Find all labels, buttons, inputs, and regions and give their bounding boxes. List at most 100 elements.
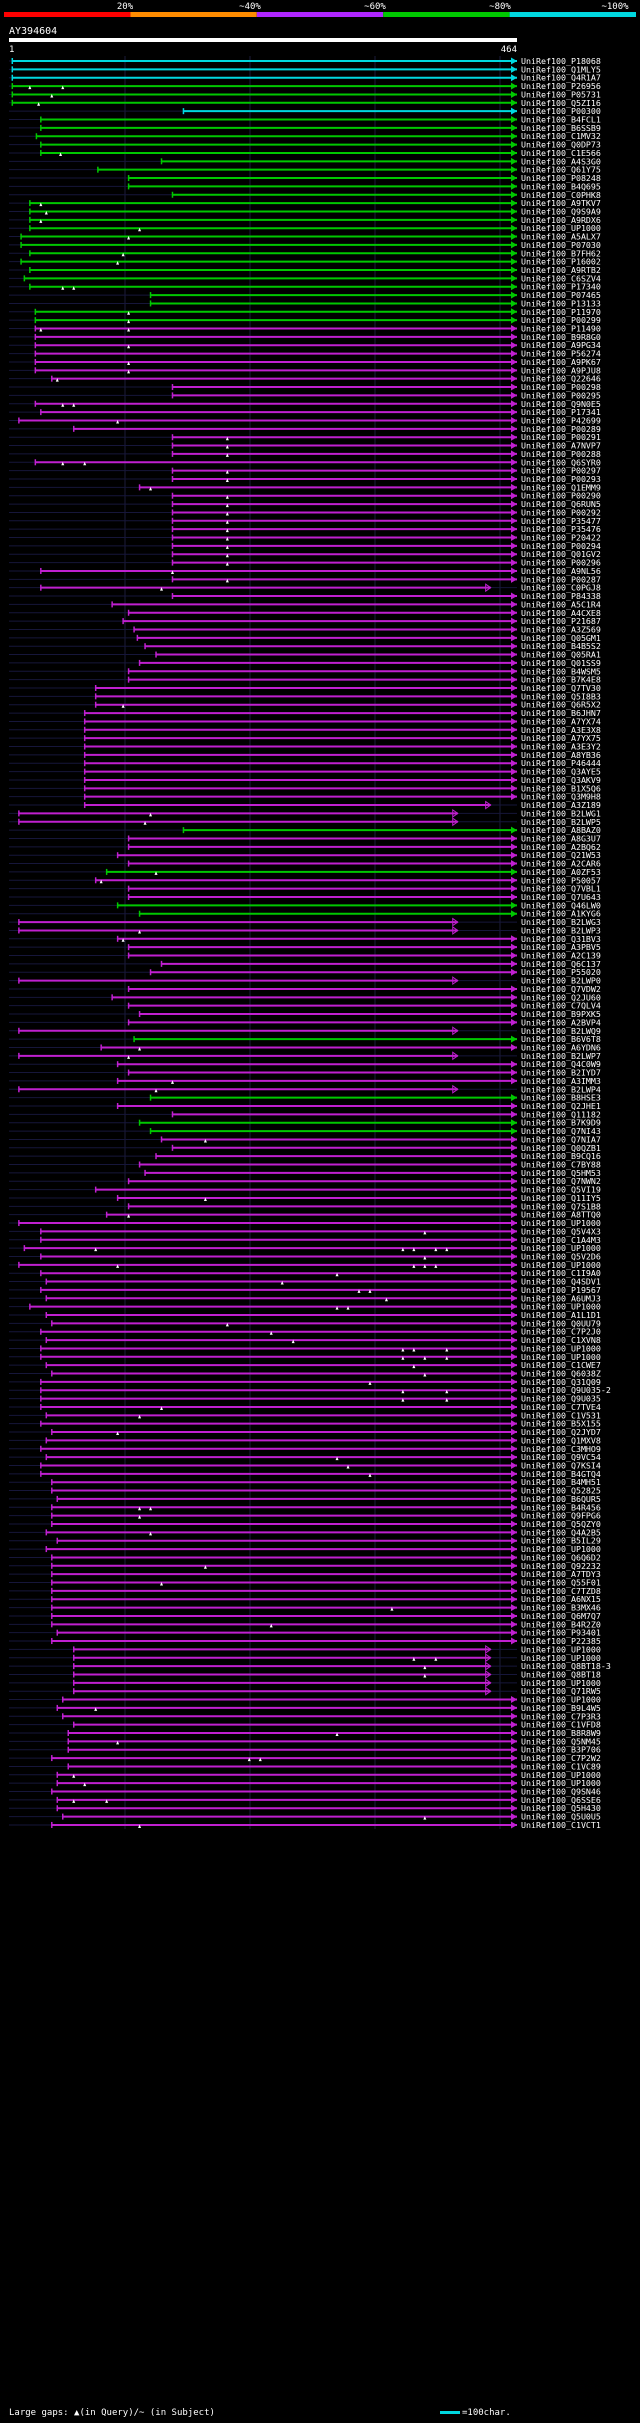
hit-row[interactable]: UniRef100_P08248 — [9, 173, 601, 183]
hit-label[interactable]: UniRef100_Q9N0E5 — [521, 399, 601, 409]
hit-row[interactable]: UniRef100_Q9VC54 — [9, 1452, 601, 1462]
hit-label[interactable]: UniRef100_C1CWE7 — [521, 1360, 601, 1370]
hit-row[interactable]: UniRef100_A5C1R4 — [9, 599, 601, 609]
hit-row[interactable]: UniRef100_Q5I8B3 — [9, 691, 601, 701]
hit-label[interactable]: UniRef100_Q52825 — [521, 1486, 601, 1496]
hit-row[interactable]: UniRef100_Q6M7Q7 — [9, 1611, 601, 1621]
hit-label[interactable]: UniRef100_P00290 — [521, 491, 601, 501]
hit-row[interactable]: UniRef100_A6NX15 — [9, 1594, 601, 1604]
hit-label[interactable]: UniRef100_B1X5Q6 — [521, 783, 601, 793]
hit-row[interactable]: UniRef100_UP1000 — [9, 223, 601, 233]
hit-label[interactable]: UniRef100_P56274 — [521, 349, 601, 359]
hit-label[interactable]: UniRef100_P00293 — [521, 474, 601, 484]
hit-label[interactable]: UniRef100_B4MH51 — [521, 1477, 601, 1487]
hit-row[interactable]: UniRef100_B7FH62 — [9, 248, 601, 258]
hit-row[interactable]: UniRef100_P17341 — [9, 407, 601, 417]
hit-label[interactable]: UniRef100_UP1000 — [521, 1544, 601, 1554]
hit-row[interactable]: UniRef100_Q7NI43 — [9, 1126, 601, 1136]
hit-label[interactable]: UniRef100_Q11IY5 — [521, 1193, 601, 1203]
hit-label[interactable]: UniRef100_C7BY88 — [521, 1160, 601, 1170]
hit-label[interactable]: UniRef100_A2BQ62 — [521, 842, 601, 852]
hit-row[interactable]: UniRef100_Q5QZY0 — [9, 1519, 601, 1529]
hit-row[interactable]: UniRef100_A0ZF53 — [9, 867, 601, 877]
hit-label[interactable]: UniRef100_UP1000 — [521, 1260, 601, 1270]
hit-label[interactable]: UniRef100_Q6Q6D2 — [521, 1552, 601, 1562]
hit-row[interactable]: UniRef100_P42699 — [9, 415, 601, 425]
hit-row[interactable]: UniRef100_Q6SSE6 — [9, 1795, 601, 1805]
hit-label[interactable]: UniRef100_UP1000 — [521, 223, 601, 233]
hit-label[interactable]: UniRef100_B8R8W9 — [521, 1728, 601, 1738]
hit-label[interactable]: UniRef100_Q6SSE6 — [521, 1795, 601, 1805]
hit-row[interactable]: UniRef100_Q5H430 — [9, 1803, 601, 1813]
hit-label[interactable]: UniRef100_P00296 — [521, 558, 601, 568]
hit-row[interactable]: UniRef100_B2LWP4 — [9, 1084, 601, 1094]
hit-row[interactable]: UniRef100_P46444 — [9, 758, 601, 768]
hit-row[interactable]: UniRef100_P35476 — [9, 524, 601, 534]
hit-row[interactable]: UniRef100_Q92232 — [9, 1561, 601, 1571]
hit-row[interactable]: UniRef100_A3IMM3 — [9, 1076, 601, 1086]
hit-row[interactable]: UniRef100_B5IL29 — [9, 1536, 601, 1546]
hit-row[interactable]: UniRef100_C0PHK8 — [9, 190, 601, 200]
hit-label[interactable]: UniRef100_P11490 — [521, 324, 601, 334]
hit-row[interactable]: UniRef100_P93401 — [9, 1628, 601, 1638]
hit-row[interactable]: UniRef100_A9TKV7 — [9, 198, 601, 208]
hit-label[interactable]: UniRef100_P84338 — [521, 591, 601, 601]
hit-label[interactable]: UniRef100_Q9FPG6 — [521, 1511, 601, 1521]
hit-label[interactable]: UniRef100_A9PG34 — [521, 340, 601, 350]
hit-label[interactable]: UniRef100_A8TTQ0 — [521, 1210, 601, 1220]
hit-row[interactable]: UniRef100_P16002 — [9, 257, 601, 267]
hit-row[interactable]: UniRef100_A5ALX7 — [9, 232, 601, 242]
hit-label[interactable]: UniRef100_Q6R5X2 — [521, 700, 601, 710]
hit-row[interactable]: UniRef100_B6SSB9 — [9, 123, 601, 133]
hit-row[interactable]: UniRef100_B2LWQ9 — [9, 1026, 601, 1036]
hit-row[interactable]: UniRef100_C1XVN8 — [9, 1335, 601, 1345]
hit-label[interactable]: UniRef100_C1VFD8 — [521, 1720, 601, 1730]
hit-label[interactable]: UniRef100_P00298 — [521, 382, 601, 392]
hit-label[interactable]: UniRef100_Q71RW5 — [521, 1686, 601, 1696]
hit-label[interactable]: UniRef100_P00300 — [521, 106, 601, 116]
hit-label[interactable]: UniRef100_Q31BV3 — [521, 934, 601, 944]
hit-row[interactable]: UniRef100_Q8BT18-3 — [9, 1661, 611, 1671]
hit-row[interactable]: UniRef100_A8BAZ0 — [9, 825, 601, 835]
hit-row[interactable]: UniRef100_B4WSM5 — [9, 666, 601, 676]
hit-label[interactable]: UniRef100_Q31Q09 — [521, 1377, 601, 1387]
hit-row[interactable]: UniRef100_P00295 — [9, 390, 601, 400]
hit-label[interactable]: UniRef100_B7K9D9 — [521, 1118, 601, 1128]
hit-label[interactable]: UniRef100_Q01SS9 — [521, 658, 601, 668]
hit-label[interactable]: UniRef100_A5ALX7 — [521, 232, 601, 242]
hit-label[interactable]: UniRef100_P35477 — [521, 516, 601, 526]
hit-row[interactable]: UniRef100_Q0UU79 — [9, 1318, 601, 1328]
hit-label[interactable]: UniRef100_B7K4E8 — [521, 675, 601, 685]
hit-label[interactable]: UniRef100_A3Z569 — [521, 624, 601, 634]
hit-label[interactable]: UniRef100_Q3M9H8 — [521, 792, 601, 802]
hit-row[interactable]: UniRef100_C1VC89 — [9, 1761, 601, 1771]
hit-row[interactable]: UniRef100_B2IYD7 — [9, 1068, 601, 1078]
hit-row[interactable]: UniRef100_B4R456 — [9, 1502, 601, 1512]
hit-row[interactable]: UniRef100_B9L4W5 — [9, 1703, 601, 1713]
hit-row[interactable]: UniRef100_A6UMJ3 — [9, 1293, 601, 1303]
hit-row[interactable]: UniRef100_Q52825 — [9, 1486, 601, 1496]
hit-label[interactable]: UniRef100_P26956 — [521, 81, 601, 91]
hit-label[interactable]: UniRef100_A6YDN6 — [521, 1042, 601, 1052]
hit-row[interactable]: UniRef100_B3P706 — [9, 1745, 601, 1755]
hit-label[interactable]: UniRef100_Q92232 — [521, 1561, 601, 1571]
hit-row[interactable]: UniRef100_B6V6T8 — [9, 1034, 601, 1044]
hit-row[interactable]: UniRef100_A9RTB2 — [9, 265, 601, 275]
hit-row[interactable]: UniRef100_Q9N0E5 — [9, 399, 601, 409]
hit-label[interactable]: UniRef100_Q5V4X3 — [521, 1226, 601, 1236]
hit-row[interactable]: UniRef100_P26956 — [9, 81, 601, 91]
hit-label[interactable]: UniRef100_P00299 — [521, 315, 601, 325]
hit-row[interactable]: UniRef100_A4S3G0 — [9, 156, 601, 166]
hit-row[interactable]: UniRef100_P00289 — [9, 424, 601, 434]
hit-label[interactable]: UniRef100_C1A4M3 — [521, 1235, 601, 1245]
hit-label[interactable]: UniRef100_Q55F01 — [521, 1578, 601, 1588]
hit-label[interactable]: UniRef100_Q4C0W9 — [521, 1059, 601, 1069]
hit-label[interactable]: UniRef100_UP1000 — [521, 1302, 601, 1312]
hit-row[interactable]: UniRef100_Q01GV2 — [9, 549, 601, 559]
hit-row[interactable]: UniRef100_A1L1D1 — [9, 1310, 601, 1320]
hit-label[interactable]: UniRef100_Q9S9A9 — [521, 206, 601, 216]
hit-row[interactable]: UniRef100_Q6R5X2 — [9, 700, 601, 710]
hit-label[interactable]: UniRef100_UP1000 — [521, 1352, 601, 1362]
hit-label[interactable]: UniRef100_B4FCL1 — [521, 115, 601, 125]
hit-label[interactable]: UniRef100_UP1000 — [521, 1644, 601, 1654]
